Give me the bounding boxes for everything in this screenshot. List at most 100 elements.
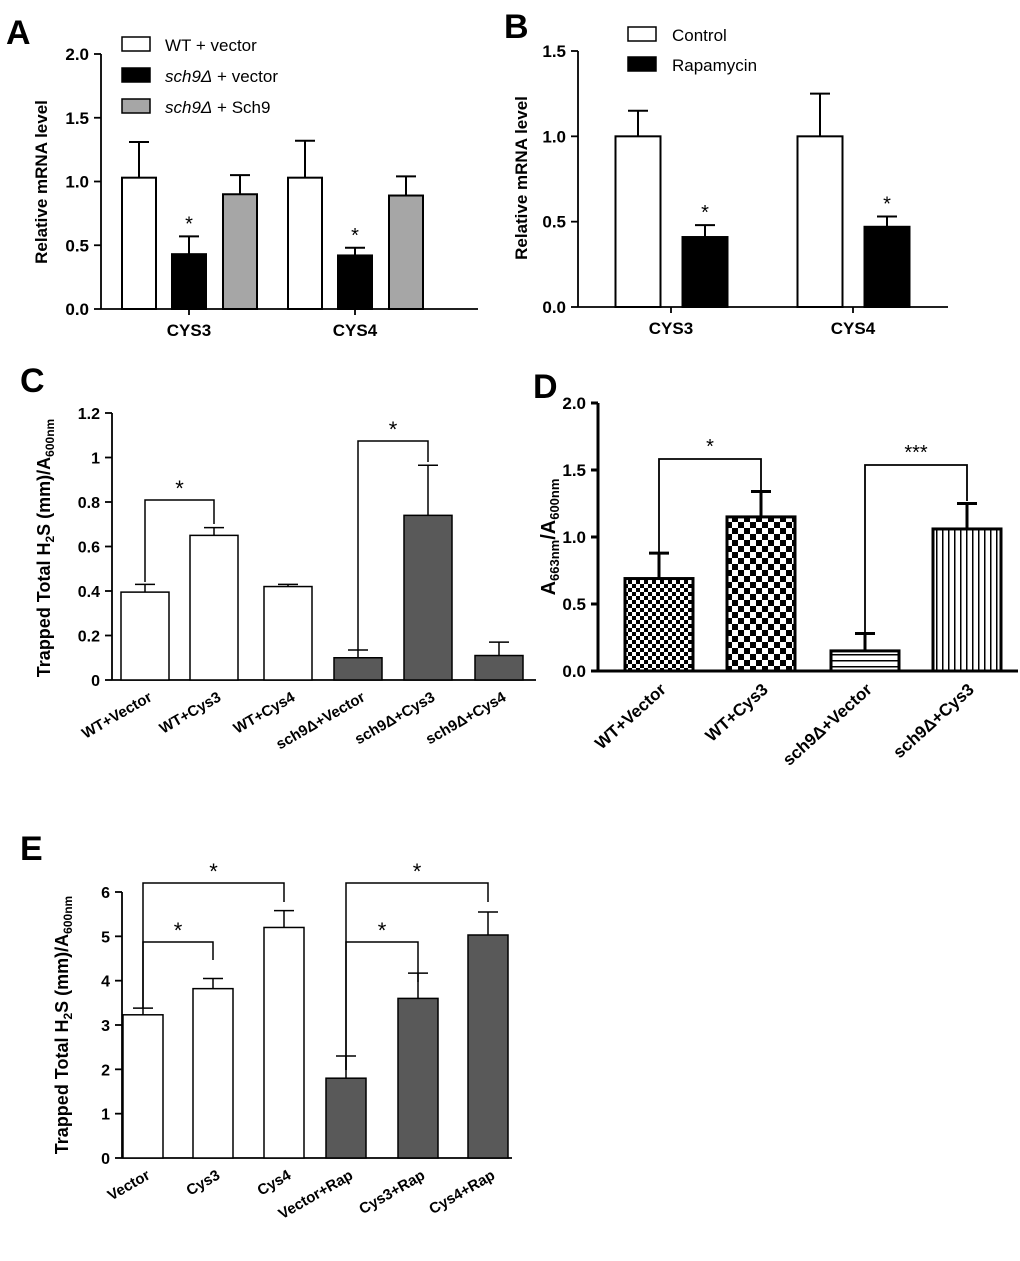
e-y-tick-label: 3 (101, 1018, 110, 1035)
e-bar (263, 926, 305, 1159)
legend-label-sch9-sch9: sch9Δ + Sch9 (165, 98, 270, 117)
e-x-tick-label: Cys3 (183, 1167, 223, 1200)
c-x-tick-label: WT+Cys3 (157, 689, 224, 738)
a-y-tick-label: 0.5 (65, 236, 89, 255)
panel-d-chart: A663nm/A600nm 0.0 0.5 1.0 1.5 2.0 WT+Vector W… (538, 394, 1018, 770)
panel-a-chart: Relative mRNA level 0.0 0.5 1.0 1.5 2.0 * CYS… (32, 36, 478, 340)
a-significance-star: * (351, 225, 359, 247)
panel-label-a: A (6, 14, 31, 52)
e-significance-star: * (413, 859, 422, 884)
c-y-tick-label: 0.4 (78, 584, 100, 601)
e-bar (325, 1077, 367, 1159)
d-y-tick-label: 0.0 (562, 662, 586, 681)
c-y-tick-label: 0.2 (78, 629, 100, 646)
a-bar (121, 176, 157, 310)
panel-c-chart: Trapped Total H2S (mm)/A600nm 0 0.2 0.4 0.6… (34, 406, 536, 753)
e-significance-bracket (345, 882, 489, 1070)
b-x-tick-label: CYS4 (831, 319, 876, 338)
panel-label-e: E (20, 830, 43, 868)
c-bar (189, 534, 239, 681)
a-bar (388, 194, 424, 310)
b-y-tick-label: 0.0 (542, 298, 566, 317)
e-significance-star: * (378, 918, 387, 943)
e-x-tick-label: Cys4+Rap (426, 1167, 498, 1218)
e-y-tick-label: 2 (101, 1062, 110, 1079)
e-bar (397, 997, 439, 1159)
legend-swatch-control (627, 26, 657, 42)
legend-label-control: Control (672, 26, 727, 45)
e-bar (122, 1014, 164, 1159)
b-bar (614, 135, 662, 308)
panel-d-ylabel: A663nm/A600nm (538, 479, 562, 596)
c-x-tick-label: sch9Δ+Cys3 (352, 689, 438, 749)
panel-b-legend: Control Rapamycin (627, 26, 757, 75)
e-y-tick-label: 6 (101, 885, 110, 902)
b-bar (863, 225, 911, 308)
d-x-tick-label: WT+Vector (591, 680, 670, 753)
e-bar (192, 987, 234, 1159)
c-bar (120, 591, 170, 681)
c-bar (403, 514, 453, 681)
d-bar (725, 515, 797, 673)
a-x-tick-label: CYS4 (333, 321, 378, 340)
c-bar (333, 657, 383, 681)
e-x-tick-label: Cys4 (254, 1166, 294, 1199)
panel-label-b: B (504, 8, 529, 46)
c-bar (474, 654, 524, 681)
panel-label-d: D (533, 368, 558, 406)
c-significance-star: * (389, 417, 398, 442)
legend-label-sch9-vector: sch9Δ + vector (165, 67, 278, 86)
panel-b-ylabel: Relative mRNA level (512, 96, 531, 260)
e-y-tick-label: 4 (101, 974, 110, 991)
a-x-tick-label: CYS3 (167, 321, 211, 340)
d-bar (931, 527, 1003, 673)
d-x-tick-label: sch9Δ+Vector (779, 680, 876, 770)
c-significance-bracket (144, 499, 215, 582)
c-y-tick-label: 1.2 (78, 406, 100, 423)
legend-label-wt-vector: WT + vector (165, 36, 257, 55)
b-y-tick-label: 1.0 (542, 127, 566, 146)
a-significance-star: * (185, 213, 193, 235)
d-y-tick-label: 1.5 (562, 461, 586, 480)
b-bar (796, 135, 844, 308)
a-bar (222, 193, 258, 310)
d-significance-star: *** (904, 442, 928, 464)
e-y-tick-label: 5 (101, 929, 110, 946)
c-significance-bracket (357, 440, 429, 650)
a-y-tick-label: 2.0 (65, 45, 89, 64)
c-y-tick-label: 0.8 (78, 495, 100, 512)
a-bar (171, 253, 207, 311)
panel-label-c: C (20, 362, 45, 400)
a-bar (287, 176, 323, 310)
panel-a-legend: WT + vector sch9Δ + vector sch9Δ + Sch9 (121, 36, 278, 117)
e-bar (467, 934, 509, 1159)
panel-e-chart: Trapped Total H2S (mm)/A600nm 0 1 2 3 4 5 6 Ve… (52, 859, 512, 1223)
a-y-tick-label: 1.0 (65, 173, 89, 192)
d-bar (623, 577, 695, 673)
a-y-tick-label: 0.0 (65, 300, 89, 319)
panel-c-ylabel: Trapped Total H2S (mm)/A600nm (34, 419, 57, 677)
d-x-tick-label: WT+Cys3 (702, 680, 772, 746)
legend-swatch-sch9-vector (121, 67, 151, 83)
d-y-tick-label: 2.0 (562, 394, 586, 413)
panel-e-ylabel: Trapped Total H2S (mm)/A600nm (52, 896, 75, 1154)
c-y-tick-label: 1 (91, 451, 100, 468)
a-y-tick-label: 1.5 (65, 109, 89, 128)
e-y-tick-label: 0 (101, 1151, 110, 1168)
e-x-tick-label: Cys3+Rap (356, 1167, 428, 1218)
b-significance-star: * (701, 202, 709, 224)
b-significance-star: * (883, 194, 891, 216)
c-y-tick-label: 0.6 (78, 540, 100, 557)
e-significance-star: * (174, 918, 183, 943)
legend-swatch-wt-vector (121, 36, 151, 52)
c-y-tick-label: 0 (91, 673, 100, 690)
d-y-tick-label: 1.0 (562, 528, 586, 547)
a-bar (337, 254, 373, 310)
c-x-tick-label: sch9Δ+Cys4 (423, 688, 510, 748)
b-bar (681, 236, 729, 309)
legend-label-rapamycin: Rapamycin (672, 56, 757, 75)
c-significance-star: * (175, 476, 184, 501)
d-significance-bracket (658, 458, 762, 552)
d-y-tick-label: 0.5 (562, 595, 586, 614)
